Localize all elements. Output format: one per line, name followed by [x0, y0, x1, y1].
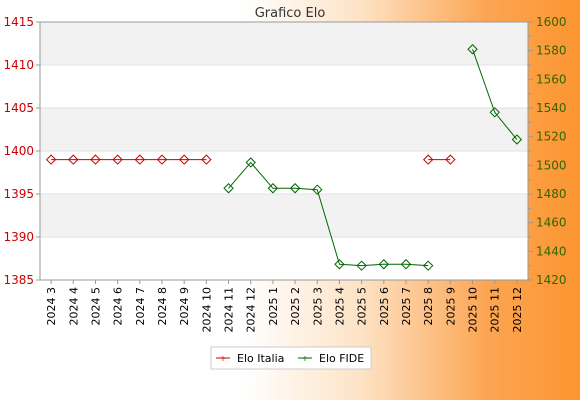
- data-point-elo-fide: [245, 157, 256, 168]
- x-tick-label: 2024 12: [245, 287, 258, 333]
- x-tick-label: 2024 11: [223, 287, 236, 333]
- x-tick-label: 2025 1: [267, 287, 280, 326]
- data-point-elo-fide: [267, 183, 279, 194]
- chart-title: Grafico Elo: [255, 6, 326, 21]
- data-point-elo-italia: [178, 154, 190, 165]
- x-tick-label: 2025 10: [467, 287, 480, 333]
- x-tick-label: 2024 9: [178, 287, 191, 326]
- legend-label-elo-italia: Elo Italia: [237, 352, 284, 365]
- legend-item-elo-italia: + Elo Italia: [216, 352, 284, 365]
- data-point-elo-italia: [422, 154, 434, 165]
- x-axis: 2024 3 2024 4 2024 5 2024 6 2024 7 2024 8 2024…: [45, 280, 524, 333]
- x-tick-label: 2025 9: [444, 287, 457, 326]
- legend-box: [210, 346, 372, 370]
- legend-item-elo-fide: + Elo FIDE: [298, 352, 364, 365]
- x-tick-label: 2025 11: [489, 287, 502, 333]
- x-tick-label: 2024 6: [112, 287, 125, 326]
- left-tick-label: 1410: [3, 58, 34, 72]
- left-tick-label: 1385: [3, 273, 34, 287]
- x-tick-label: 2024 5: [89, 287, 102, 326]
- data-point-elo-italia: [156, 154, 168, 165]
- legend-marker-elo-italia: +: [220, 354, 227, 363]
- series-lines: [51, 49, 518, 267]
- right-tick-label: 1540: [536, 101, 567, 115]
- x-tick-label: 2025 4: [333, 287, 346, 326]
- data-point-elo-fide: [378, 259, 390, 270]
- data-point-elo-fide: [400, 259, 412, 270]
- data-point-elo-fide: [422, 260, 434, 271]
- right-axis: 1420 1440 1460 1480 1500 1520 1540 1560 1580 1600: [528, 15, 567, 287]
- right-tick-label: 1520: [536, 130, 567, 144]
- left-axis: 1385 1390 1395 1400 1405 1410 1415: [3, 15, 40, 287]
- left-tick-label: 1405: [3, 101, 34, 115]
- plot-band: [40, 65, 528, 108]
- right-tick-label: 1420: [536, 273, 567, 287]
- data-point-elo-fide: [289, 183, 301, 194]
- right-tick-label: 1560: [536, 72, 567, 86]
- x-tick-label: 2025 5: [356, 287, 369, 326]
- right-tick-label: 1600: [536, 15, 567, 29]
- data-point-elo-italia: [445, 154, 456, 165]
- left-tick-label: 1400: [3, 144, 34, 158]
- data-point-elo-fide: [334, 259, 345, 270]
- x-tick-label: 2025 12: [511, 287, 524, 333]
- right-tick-label: 1500: [536, 158, 567, 172]
- left-tick-label: 1415: [3, 15, 34, 29]
- data-point-elo-italia: [45, 154, 57, 165]
- plot-band: [40, 108, 528, 151]
- right-tick-label: 1580: [536, 44, 567, 58]
- data-point-elo-fide: [356, 260, 367, 271]
- legend: + Elo Italia + Elo FIDE: [210, 346, 372, 370]
- x-tick-label: 2025 3: [311, 287, 324, 326]
- plot-band: [40, 22, 528, 65]
- data-point-elo-italia: [68, 154, 79, 165]
- data-point-elo-fide: [467, 44, 478, 55]
- plot-band: [40, 151, 528, 194]
- data-point-elo-fide: [511, 134, 523, 145]
- x-tick-label: 2024 4: [67, 287, 80, 326]
- plot-band: [40, 194, 528, 237]
- plot-band: [40, 237, 528, 280]
- data-point-elo-italia: [90, 154, 101, 165]
- data-point-elo-fide: [489, 107, 500, 118]
- data-point-elo-fide: [223, 183, 234, 194]
- data-point-elo-fide: [312, 184, 323, 195]
- right-tick-label: 1460: [536, 216, 567, 230]
- series-line-elo-fide: [228, 161, 429, 267]
- right-tick-label: 1440: [536, 244, 567, 258]
- x-tick-label: 2024 3: [45, 287, 58, 326]
- legend-marker-elo-fide: +: [302, 354, 309, 363]
- x-tick-label: 2024 7: [134, 287, 147, 326]
- data-point-elo-italia: [201, 154, 212, 165]
- x-tick-label: 2024 8: [156, 287, 169, 326]
- x-tick-label: 2024 10: [200, 287, 213, 333]
- series-points: [45, 44, 523, 271]
- plot-bands: [40, 22, 528, 280]
- series-line-elo-fide: [472, 49, 518, 140]
- x-tick-label: 2025 6: [378, 287, 391, 326]
- left-tick-label: 1390: [3, 230, 34, 244]
- data-point-elo-italia: [112, 154, 123, 165]
- right-tick-label: 1480: [536, 187, 567, 201]
- x-tick-label: 2025 2: [289, 287, 302, 326]
- legend-label-elo-fide: Elo FIDE: [319, 352, 364, 365]
- x-tick-label: 2025 7: [400, 287, 413, 326]
- data-point-elo-italia: [134, 154, 146, 165]
- x-tick-label: 2025 8: [422, 287, 435, 326]
- left-tick-label: 1395: [3, 187, 34, 201]
